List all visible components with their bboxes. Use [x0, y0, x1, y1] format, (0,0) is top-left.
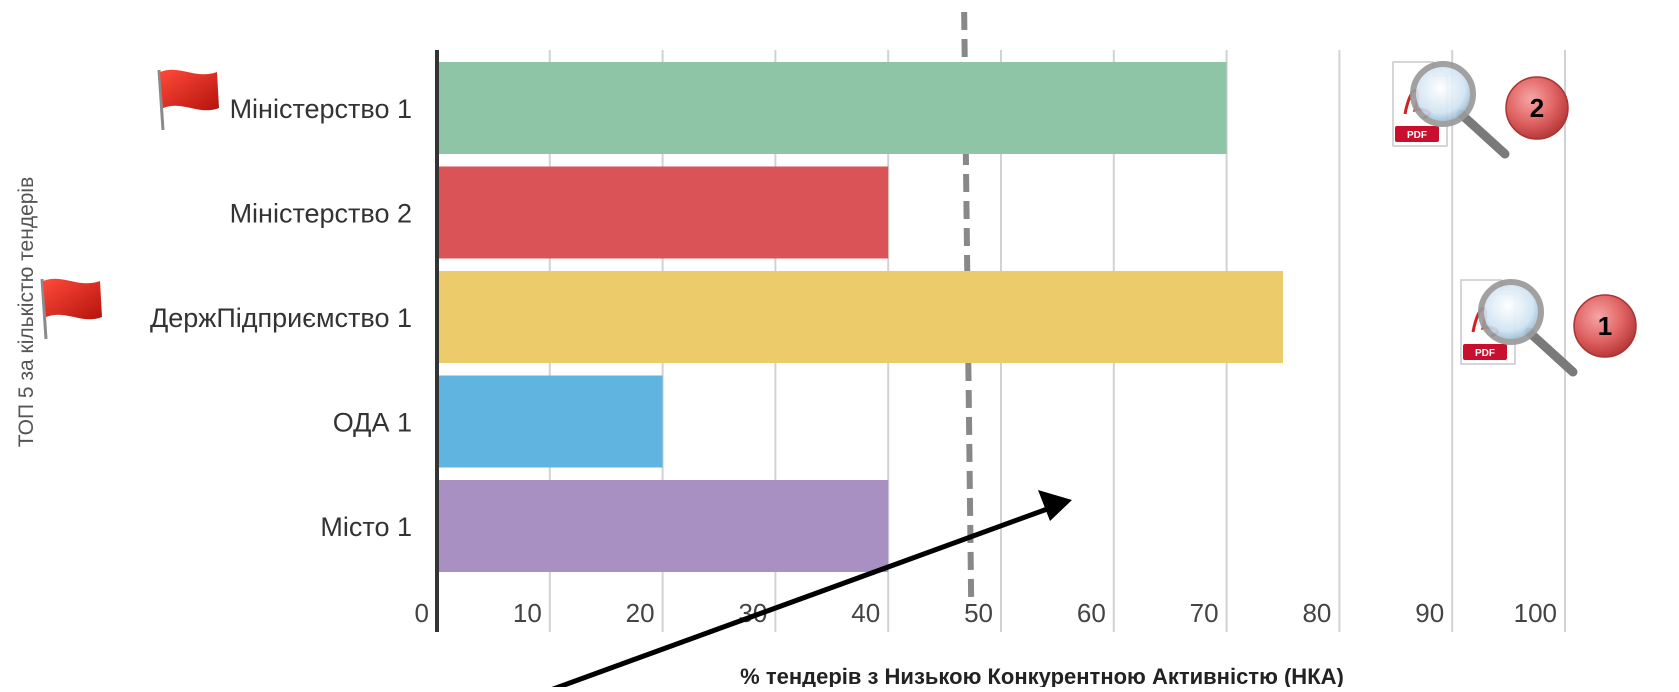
- x-tick-label: 70: [1190, 598, 1219, 628]
- flags: [40, 69, 219, 340]
- red-flag-icon: [40, 278, 102, 340]
- category-label: Міністерство 2: [230, 199, 412, 229]
- category-label: ОДА 1: [333, 408, 412, 438]
- x-tick-label: 90: [1415, 598, 1444, 628]
- pdf-search-icon[interactable]: PDF 2: [1392, 61, 1569, 159]
- bars: [439, 62, 1283, 572]
- red-flag-icon: [157, 69, 219, 131]
- bar: [439, 375, 663, 468]
- x-tick-label: 40: [851, 598, 880, 628]
- category-label: ДержПідприємство 1: [150, 303, 412, 333]
- x-tick-label: 100: [1514, 598, 1557, 628]
- badge-circle: [1573, 294, 1637, 358]
- x-tick-label: 80: [1302, 598, 1331, 628]
- pdf-search-icon[interactable]: PDF 1: [1460, 279, 1637, 377]
- bar: [439, 62, 1227, 154]
- bar: [439, 480, 889, 572]
- badge-number: 2: [1530, 93, 1544, 123]
- bar: [439, 271, 1283, 363]
- x-tick-label: 20: [626, 598, 655, 628]
- x-axis-title: % тендерів з Низькою Конкурентною Активн…: [740, 664, 1344, 687]
- badge-number: 1: [1598, 311, 1612, 341]
- category-label: Міністерство 1: [230, 94, 412, 124]
- category-label: Місто 1: [320, 512, 412, 542]
- x-tick-label: 60: [1077, 598, 1106, 628]
- x-tick-label: 50: [964, 598, 993, 628]
- bar: [439, 166, 889, 259]
- svg-text:PDF: PDF: [1475, 348, 1495, 359]
- x-axis: 0 10 20 30 40 50 60 70 80 90 100: [415, 50, 1557, 632]
- pdf-badges: PDF 2 PDF 1: [1392, 61, 1637, 377]
- badge-circle: [1505, 76, 1569, 140]
- x-tick-label: 10: [513, 598, 542, 628]
- arrow-annotation: [544, 490, 1072, 692]
- y-axis-title: ТОП 5 за кількістю тендерів: [15, 177, 38, 448]
- category-labels: Міністерство 1 Міністерство 2 ДержПідприєм…: [150, 94, 412, 542]
- svg-text:PDF: PDF: [1407, 130, 1427, 141]
- x-tick-label: 0: [415, 598, 429, 628]
